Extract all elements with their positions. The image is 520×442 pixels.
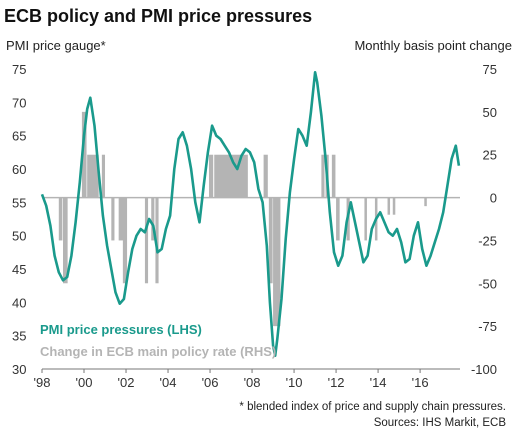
right-tick-label-0: 75 (483, 62, 497, 77)
policy-rate-bar-12 (214, 154, 248, 198)
policy-rate-bar-14 (268, 197, 273, 284)
policy-rate-bar-5 (111, 197, 115, 241)
policy-rate-bar-3 (87, 154, 99, 198)
policy-rate-bar-24 (392, 197, 396, 215)
left-tick-label-4: 55 (12, 195, 26, 210)
policy-rate-bars (58, 111, 427, 327)
x-tick-label-6: '10 (286, 375, 303, 390)
x-tick-label-9: '16 (412, 375, 429, 390)
footnote-sources: Sources: IHS Markit, ECB (374, 417, 507, 429)
policy-rate-bar-4 (101, 154, 106, 198)
left-axis-title: PMI price gauge* (6, 38, 106, 53)
left-tick-label-8: 35 (12, 329, 26, 344)
policy-rate-bar-21 (364, 197, 367, 241)
right-tick-label-1: 50 (483, 105, 497, 120)
x-tick-label-4: '06 (202, 375, 219, 390)
x-tick-label-8: '14 (370, 375, 387, 390)
legend-pmi: PMI price pressures (LHS) (40, 322, 202, 337)
pmi-line (40, 71, 461, 358)
left-tick-label-6: 45 (12, 262, 26, 277)
footnote-blended-index: * blended index of price and supply chai… (239, 401, 506, 413)
left-tick-label-0: 75 (12, 62, 26, 77)
x-tick-label-7: '12 (328, 375, 345, 390)
right-axis-ticks: 75 50 25 0 -25 -50 -75 -100 (471, 62, 497, 377)
left-tick-label-7: 40 (12, 295, 26, 310)
right-tick-label-3: 0 (490, 191, 497, 206)
x-tick-label-2: '02 (118, 375, 135, 390)
policy-rate-bar-13 (263, 154, 268, 198)
x-tick-label-1: '00 (76, 375, 93, 390)
right-tick-label-5: -50 (478, 276, 497, 291)
left-tick-label-9: 30 (12, 362, 26, 377)
policy-rate-bar-8 (144, 197, 149, 284)
policy-rate-bar-9 (151, 197, 155, 241)
policy-rate-bar-1 (63, 197, 68, 284)
left-tick-label-2: 65 (12, 129, 26, 144)
legend-policy-rate: Change in ECB main policy rate (RHS) (40, 344, 276, 359)
right-tick-label-6: -75 (478, 319, 497, 334)
policy-rate-bar-23 (387, 197, 391, 215)
policy-rate-bar-25 (424, 197, 427, 207)
x-axis-ticks: '98 '00 '02 '04 '06 '08 '10 '12 '14 '16 (34, 369, 429, 390)
left-axis-ticks: 75 70 65 60 55 50 45 40 35 30 (12, 62, 26, 377)
right-tick-label-4: -25 (478, 233, 497, 248)
policy-rate-bar-19 (336, 197, 340, 241)
policy-rate-bar-18 (331, 154, 336, 198)
x-tick-label-5: '08 (244, 375, 261, 390)
policy-rate-bar-15 (273, 197, 281, 327)
right-tick-label-2: 25 (483, 148, 497, 163)
policy-rate-bar-16 (321, 154, 325, 198)
policy-rate-bar-6 (118, 197, 126, 241)
policy-rate-bar-0 (58, 197, 63, 241)
policy-rate-bar-2 (81, 111, 87, 198)
left-tick-label-3: 60 (12, 162, 26, 177)
left-tick-label-5: 50 (12, 229, 26, 244)
policy-rate-bar-11 (208, 154, 214, 198)
left-tick-label-1: 70 (12, 95, 26, 110)
x-tick-label-0: '98 (34, 375, 51, 390)
chart-title: ECB policy and PMI price pressures (4, 6, 312, 26)
policy-rate-bar-7 (122, 197, 128, 284)
x-tick-label-3: '04 (160, 375, 177, 390)
policy-rate-bar-10 (155, 197, 159, 284)
right-axis-title: Monthly basis point change (354, 38, 512, 53)
right-tick-label-7: -100 (471, 362, 497, 377)
